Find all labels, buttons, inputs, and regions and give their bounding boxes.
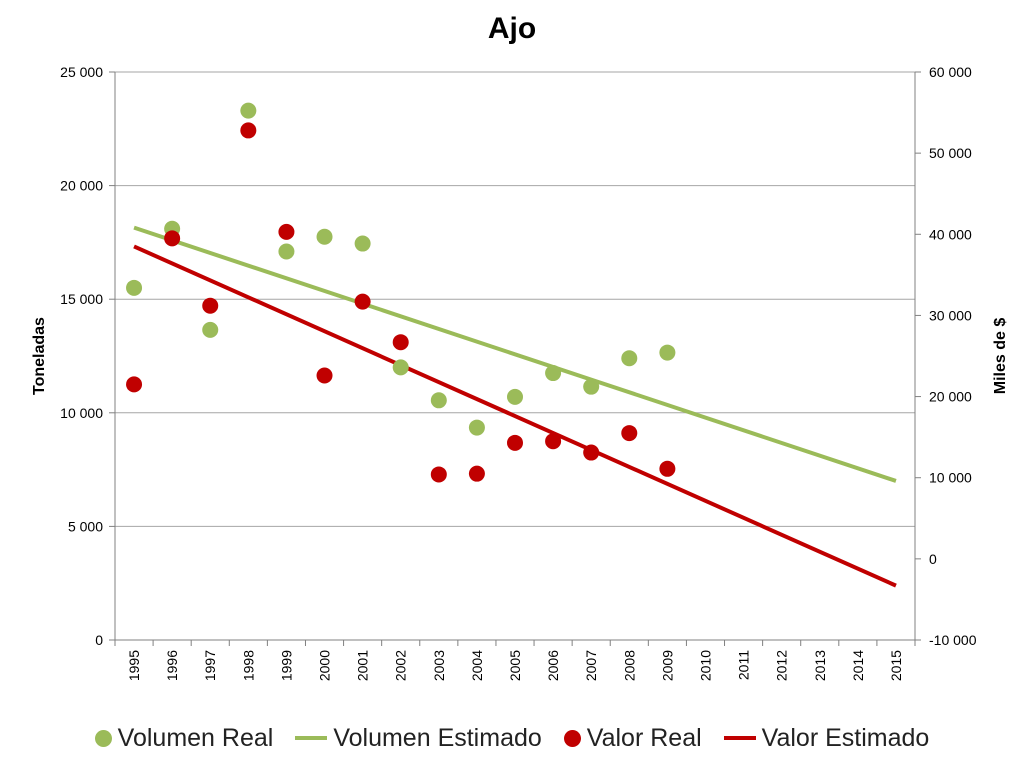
data-point-valor-real [164,230,181,247]
data-point-volumen-real [202,321,219,338]
y2-tick-label: 10 000 [929,470,972,486]
data-point-volumen-real [507,388,523,405]
x-tick-label: 2013 [812,650,828,681]
data-point-valor-real [126,376,143,393]
x-tick-label: 1996 [164,650,180,681]
y2-tick-label: 40 000 [929,226,972,242]
x-tick-label: 2007 [583,650,599,681]
data-point-valor-real [316,367,333,384]
data-point-volumen-real [659,344,676,361]
data-point-volumen-real [392,359,409,376]
data-point-valor-real [621,425,638,442]
y-tick-label: 25 000 [60,64,103,80]
data-point-volumen-real [316,228,333,245]
data-point-valor-real [202,297,219,314]
legend-label-valor-estimado: Valor Estimado [761,723,930,752]
y2-tick-label: 0 [929,551,937,567]
y-axis-label: Toneladas [31,317,48,395]
data-point-valor-real [468,465,485,482]
x-tick-label: 2004 [469,650,485,681]
legend-item-valor-estimado: Valor Estimado [723,723,930,753]
data-point-valor-real [430,466,447,483]
data-point-valor-real [240,122,257,139]
data-point-volumen-real [354,235,371,252]
legend-marker-valor-real [563,729,581,747]
y-tick-label: 0 [95,632,103,648]
x-tick-label: 1997 [202,650,218,681]
y-tick-label: 15 000 [60,291,103,307]
x-tick-label: 2006 [545,650,561,681]
data-point-volumen-real [621,350,638,367]
x-tick-label: 2002 [393,650,409,681]
legend-label-volumen-real: Volumen Real [117,723,274,752]
legend-label-volumen-estimado: Volumen Estimado [333,723,542,752]
legend-marker-volumen-real [94,729,112,747]
x-tick-label: 2010 [697,650,713,681]
legend-item-volumen-real: Volumen Real [94,723,274,753]
data-point-valor-real [354,293,371,310]
legend-marker-volumen-estimado [295,736,328,740]
y2-tick-label: 50 000 [929,145,972,161]
data-point-volumen-real [583,378,600,395]
x-tick-label: 1998 [240,650,256,681]
x-tick-label: 2012 [774,650,790,681]
y2-tick-label: -10 000 [929,632,977,648]
x-tick-label: 1999 [278,650,294,681]
chart-title: Ajo [487,12,537,45]
x-tick-label: 2015 [888,650,904,681]
legend-label-valor-real: Valor Real [586,723,702,752]
data-point-valor-real [583,444,600,461]
data-point-valor-real [278,223,295,240]
legend-item-volumen-estimado: Volumen Estimado [295,723,542,753]
x-tick-label: 1995 [126,650,142,681]
data-point-volumen-real [126,279,143,296]
data-point-valor-real [392,334,409,351]
x-tick-label: 2005 [507,650,523,681]
x-tick-label: 2001 [355,650,371,681]
legend-marker-valor-estimado [723,736,756,740]
y2-axis-label: Miles de $ [992,318,1009,395]
y-tick-label: 10 000 [60,405,103,421]
y2-tick-label: 60 000 [929,64,972,80]
data-point-valor-real [659,460,676,477]
data-point-volumen-real [468,419,485,436]
y2-tick-label: 30 000 [929,307,972,323]
data-point-valor-real [507,434,523,451]
x-tick-label: 2008 [621,650,637,681]
data-point-volumen-real [240,102,257,119]
x-tick-label: 2000 [317,650,333,681]
x-tick-label: 2003 [431,650,447,681]
series-line-volumen-estimado [133,225,897,483]
y-tick-label: 20 000 [60,178,103,194]
y2-tick-label: 20 000 [929,389,972,405]
x-tick-label: 2014 [850,650,866,681]
data-point-volumen-real [278,243,295,260]
legend-item-valor-real: Valor Real [563,723,702,753]
data-point-volumen-real [545,365,562,382]
data-point-valor-real [545,433,562,450]
data-point-volumen-real [430,392,447,409]
chart-legend: Volumen Real Volumen Estimado Valor Real… [0,718,1024,758]
x-tick-label: 2011 [736,650,752,680]
x-tick-label: 2009 [659,650,675,681]
series-line-valor-estimado [133,244,897,588]
y-tick-label: 5 000 [68,518,103,534]
